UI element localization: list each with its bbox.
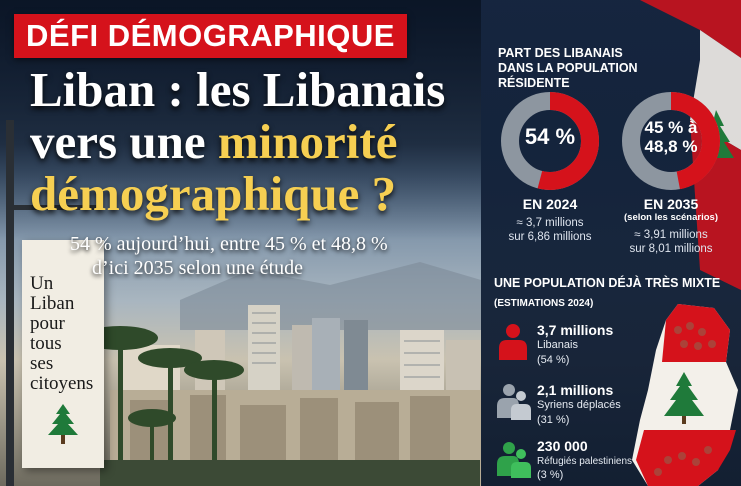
donut-2035-detail-1: ≈ 3,91 millions [634, 229, 708, 241]
donut-2024-detail-1: ≈ 3,7 millions [516, 217, 584, 229]
street-banner: Un Liban pour tous ses citoyens [22, 240, 104, 468]
person-icon [499, 324, 527, 360]
donut-2035-value-2: 48,8 % [644, 137, 698, 156]
group-3-label: Réfugiés palestiniens [537, 456, 633, 467]
group-1-value: 3,7 millions [537, 322, 614, 338]
headline-line-1: Liban : les Libanais [30, 62, 446, 117]
headline: Liban : les Libanais vers une minorité d… [30, 64, 485, 220]
donut-2024-value: 54 % [524, 124, 576, 149]
group-2-pct: (31 %) [537, 414, 570, 426]
donut-2035-value-1: 45 % à [644, 118, 698, 137]
headline-text: vers une [30, 114, 218, 169]
banner-text: Un Liban pour tous ses citoyens [30, 274, 102, 394]
panel-heading-line-1: PART DES LIBANAIS [498, 46, 623, 60]
headline-highlight: minorité [217, 114, 398, 169]
banner-line: citoyens [30, 373, 94, 394]
section-title: UNE POPULATION DÉJÀ TRÈS MIXTE [494, 276, 721, 290]
donut-2035-value: 45 % à 48,8 % [620, 118, 722, 156]
people-icon [497, 384, 531, 420]
donut-2024-detail-2: sur 6,86 millions [508, 231, 592, 243]
donut-2024-detail: ≈ 3,7 millions sur 6,86 millions [494, 216, 606, 244]
group-3-pct: (3 %) [537, 469, 564, 481]
banner-line: tous [30, 333, 62, 354]
subtitle: 54 % aujourd’hui, entre 45 % et 48,8 % d… [70, 232, 480, 280]
group-1-pct: (54 %) [537, 354, 570, 366]
banner-line: pour [30, 313, 65, 334]
section-subtitle: (ESTIMATIONS 2024) [494, 298, 594, 309]
donut-2035-year: EN 2035 [643, 196, 699, 212]
group-2-label: Syriens déplacés [537, 399, 621, 411]
group-1-label: Libanais [537, 339, 578, 351]
group-2-value: 2,1 millions [537, 382, 614, 398]
donut-2035 [622, 92, 720, 190]
donut-2024-share [501, 92, 599, 190]
panel-heading: PART DES LIBANAIS DANS LA POPULATION RÉS… [498, 46, 688, 91]
donut-2035-detail-2: sur 8,01 millions [629, 243, 713, 255]
banner-line: ses [30, 353, 54, 374]
category-tag: DÉFI DÉMOGRAPHIQUE [14, 14, 407, 58]
donut-2024-year: EN 2024 [522, 196, 578, 212]
lebanon-map-illustration [632, 304, 738, 486]
donut-2024 [501, 92, 599, 190]
subtitle-line-2: d’ici 2035 selon une étude [92, 257, 304, 279]
donut-2035-detail: ≈ 3,91 millions sur 8,01 millions [615, 228, 727, 256]
lamp-pole [6, 120, 14, 486]
headline-line-3: démographique ? [30, 166, 397, 221]
banner-line: Un [30, 273, 54, 294]
subtitle-line-1: 54 % aujourd’hui, entre 45 % et 48,8 % [70, 233, 388, 255]
group-3-value: 230 000 [537, 438, 588, 454]
donut-2035-note: (selon les scénarios) [624, 212, 718, 223]
people-icon [497, 442, 531, 478]
donut-2035-share [622, 92, 720, 190]
panel-heading-line-2: DANS LA POPULATION RÉSIDENTE [498, 61, 638, 90]
banner-line: Liban [30, 293, 75, 314]
headline-line-2: vers une minorité [30, 116, 485, 168]
cedar-icon [48, 404, 78, 444]
banner-arm [14, 205, 102, 210]
